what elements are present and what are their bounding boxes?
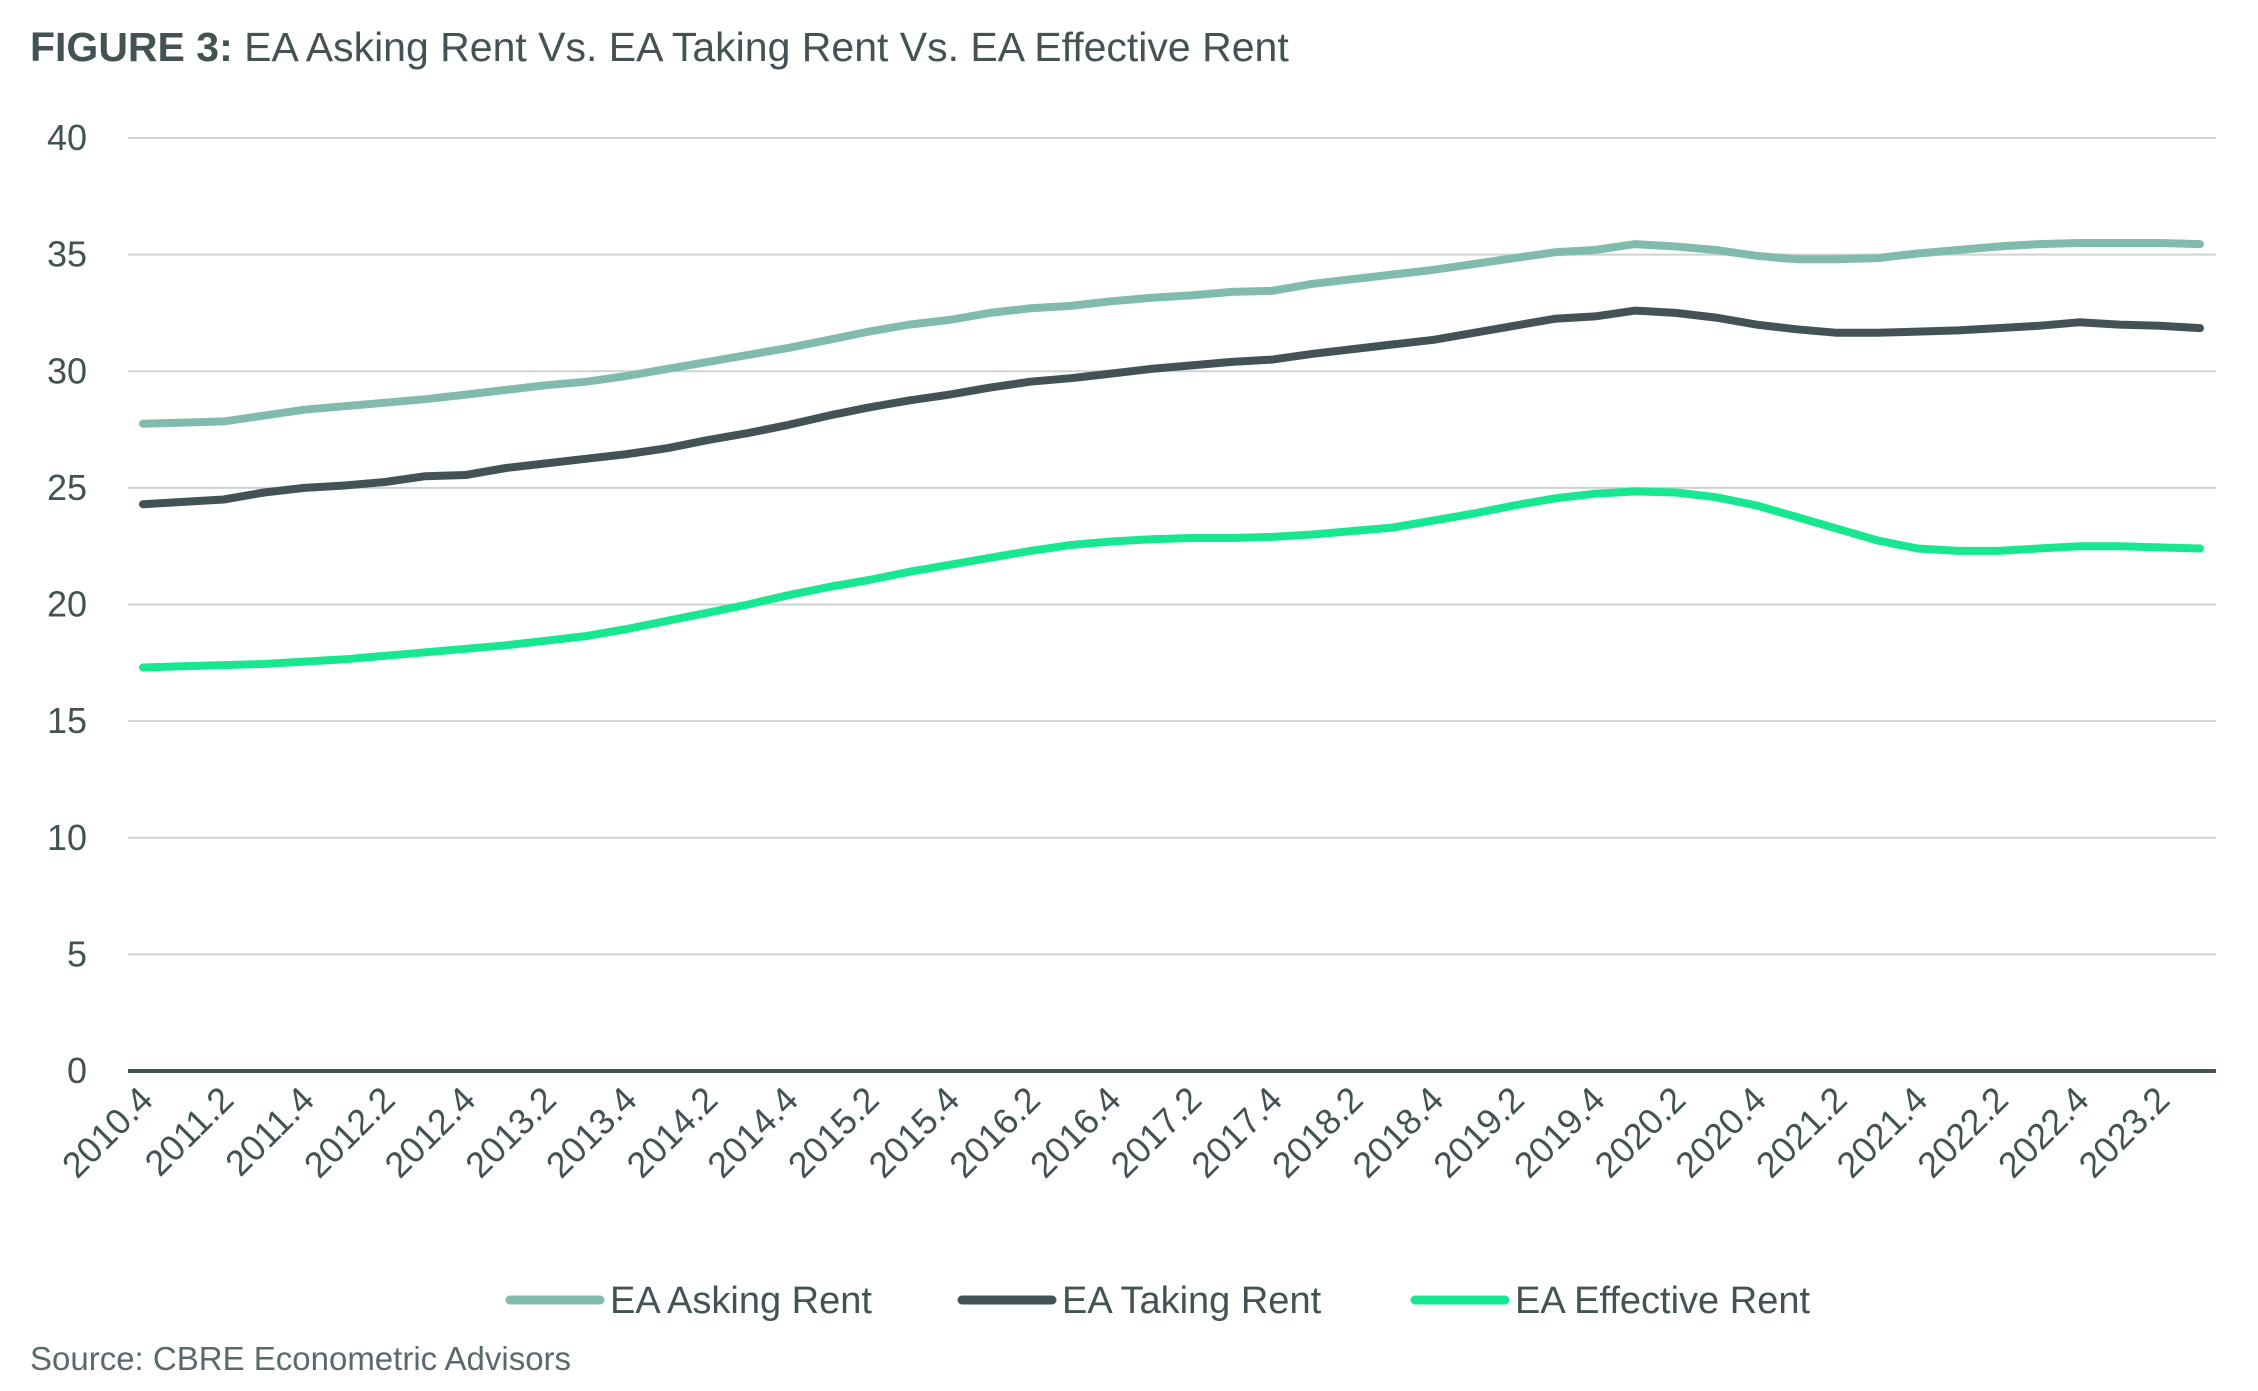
x-tick-label: 2020.4 [1667,1079,1774,1186]
x-tick-label: 2015.4 [860,1079,967,1186]
x-tick-label: 2016.4 [1022,1079,1129,1186]
legend-label: EA Taking Rent [1062,1280,1322,1322]
x-tick-label: 2021.4 [1828,1079,1935,1186]
x-tick-label: 2013.2 [457,1079,564,1186]
legend-label: EA Asking Rent [610,1280,872,1322]
y-tick-label: 25 [47,467,87,508]
x-tick-label: 2013.4 [538,1079,645,1186]
y-tick-label: 5 [67,933,87,974]
x-tick-label: 2012.2 [296,1079,403,1186]
x-tick-label: 2020.2 [1586,1079,1693,1186]
y-tick-label: 35 [47,234,87,275]
x-tick-label: 2015.2 [780,1079,887,1186]
series-line-ea-asking-rent [139,239,2204,428]
x-tick-label: 2017.2 [1102,1079,1209,1186]
x-tick-label: 2016.2 [941,1079,1048,1186]
y-tick-label: 40 [47,117,87,158]
source-note: Source: CBRE Econometric Advisors [30,1340,572,1377]
x-tick-label: 2011.2 [136,1079,241,1184]
legend: EA Asking Rent EA Taking Rent EA Effective… [505,1280,1810,1322]
series-lines [139,239,2204,672]
chart-title: FIGURE 3: EA Asking Rent Vs. EA Taking R… [30,24,1289,71]
x-tick-label: 2018.4 [1344,1079,1451,1186]
y-tick-label: 30 [47,350,87,391]
legend-item: EA Effective Rent [1410,1280,1810,1322]
x-tick-label: 2017.4 [1183,1079,1290,1186]
y-tick-label: 20 [47,584,87,625]
gridlines [128,137,2216,1073]
x-tick-label: 2022.4 [1990,1079,2097,1186]
x-tick-label: 2021.2 [1748,1079,1855,1186]
figure-label: FIGURE 3: [30,24,233,70]
legend-item: EA Taking Rent [957,1280,1322,1322]
legend-item: EA Asking Rent [505,1280,872,1322]
y-tick-label: 10 [47,817,87,858]
x-tick-label: 2010.4 [54,1079,161,1186]
y-axis-ticks: 0 5 10 15 20 25 30 35 40 [47,117,87,1091]
x-tick-label: 2019.2 [1425,1079,1532,1186]
x-axis-ticks: 2010.42011.22011.42012.22012.42013.22013… [54,1079,2178,1186]
x-tick-label: 2022.2 [1909,1079,2016,1186]
series-line-ea-taking-rent [139,306,2204,509]
x-tick-label: 2023.2 [2070,1079,2177,1186]
x-tick-label: 2018.2 [1264,1079,1371,1186]
x-tick-label: 2012.4 [376,1079,483,1186]
x-tick-label: 2014.2 [618,1079,725,1186]
x-tick-label: 2019.4 [1506,1079,1613,1186]
figure-title: EA Asking Rent Vs. EA Taking Rent Vs. EA… [244,24,1289,70]
x-tick-label: 2014.4 [699,1079,806,1186]
series-line-ea-effective-rent [139,487,2204,672]
legend-label: EA Effective Rent [1515,1280,1810,1322]
y-tick-label: 15 [47,700,87,741]
y-tick-label: 0 [67,1050,87,1091]
